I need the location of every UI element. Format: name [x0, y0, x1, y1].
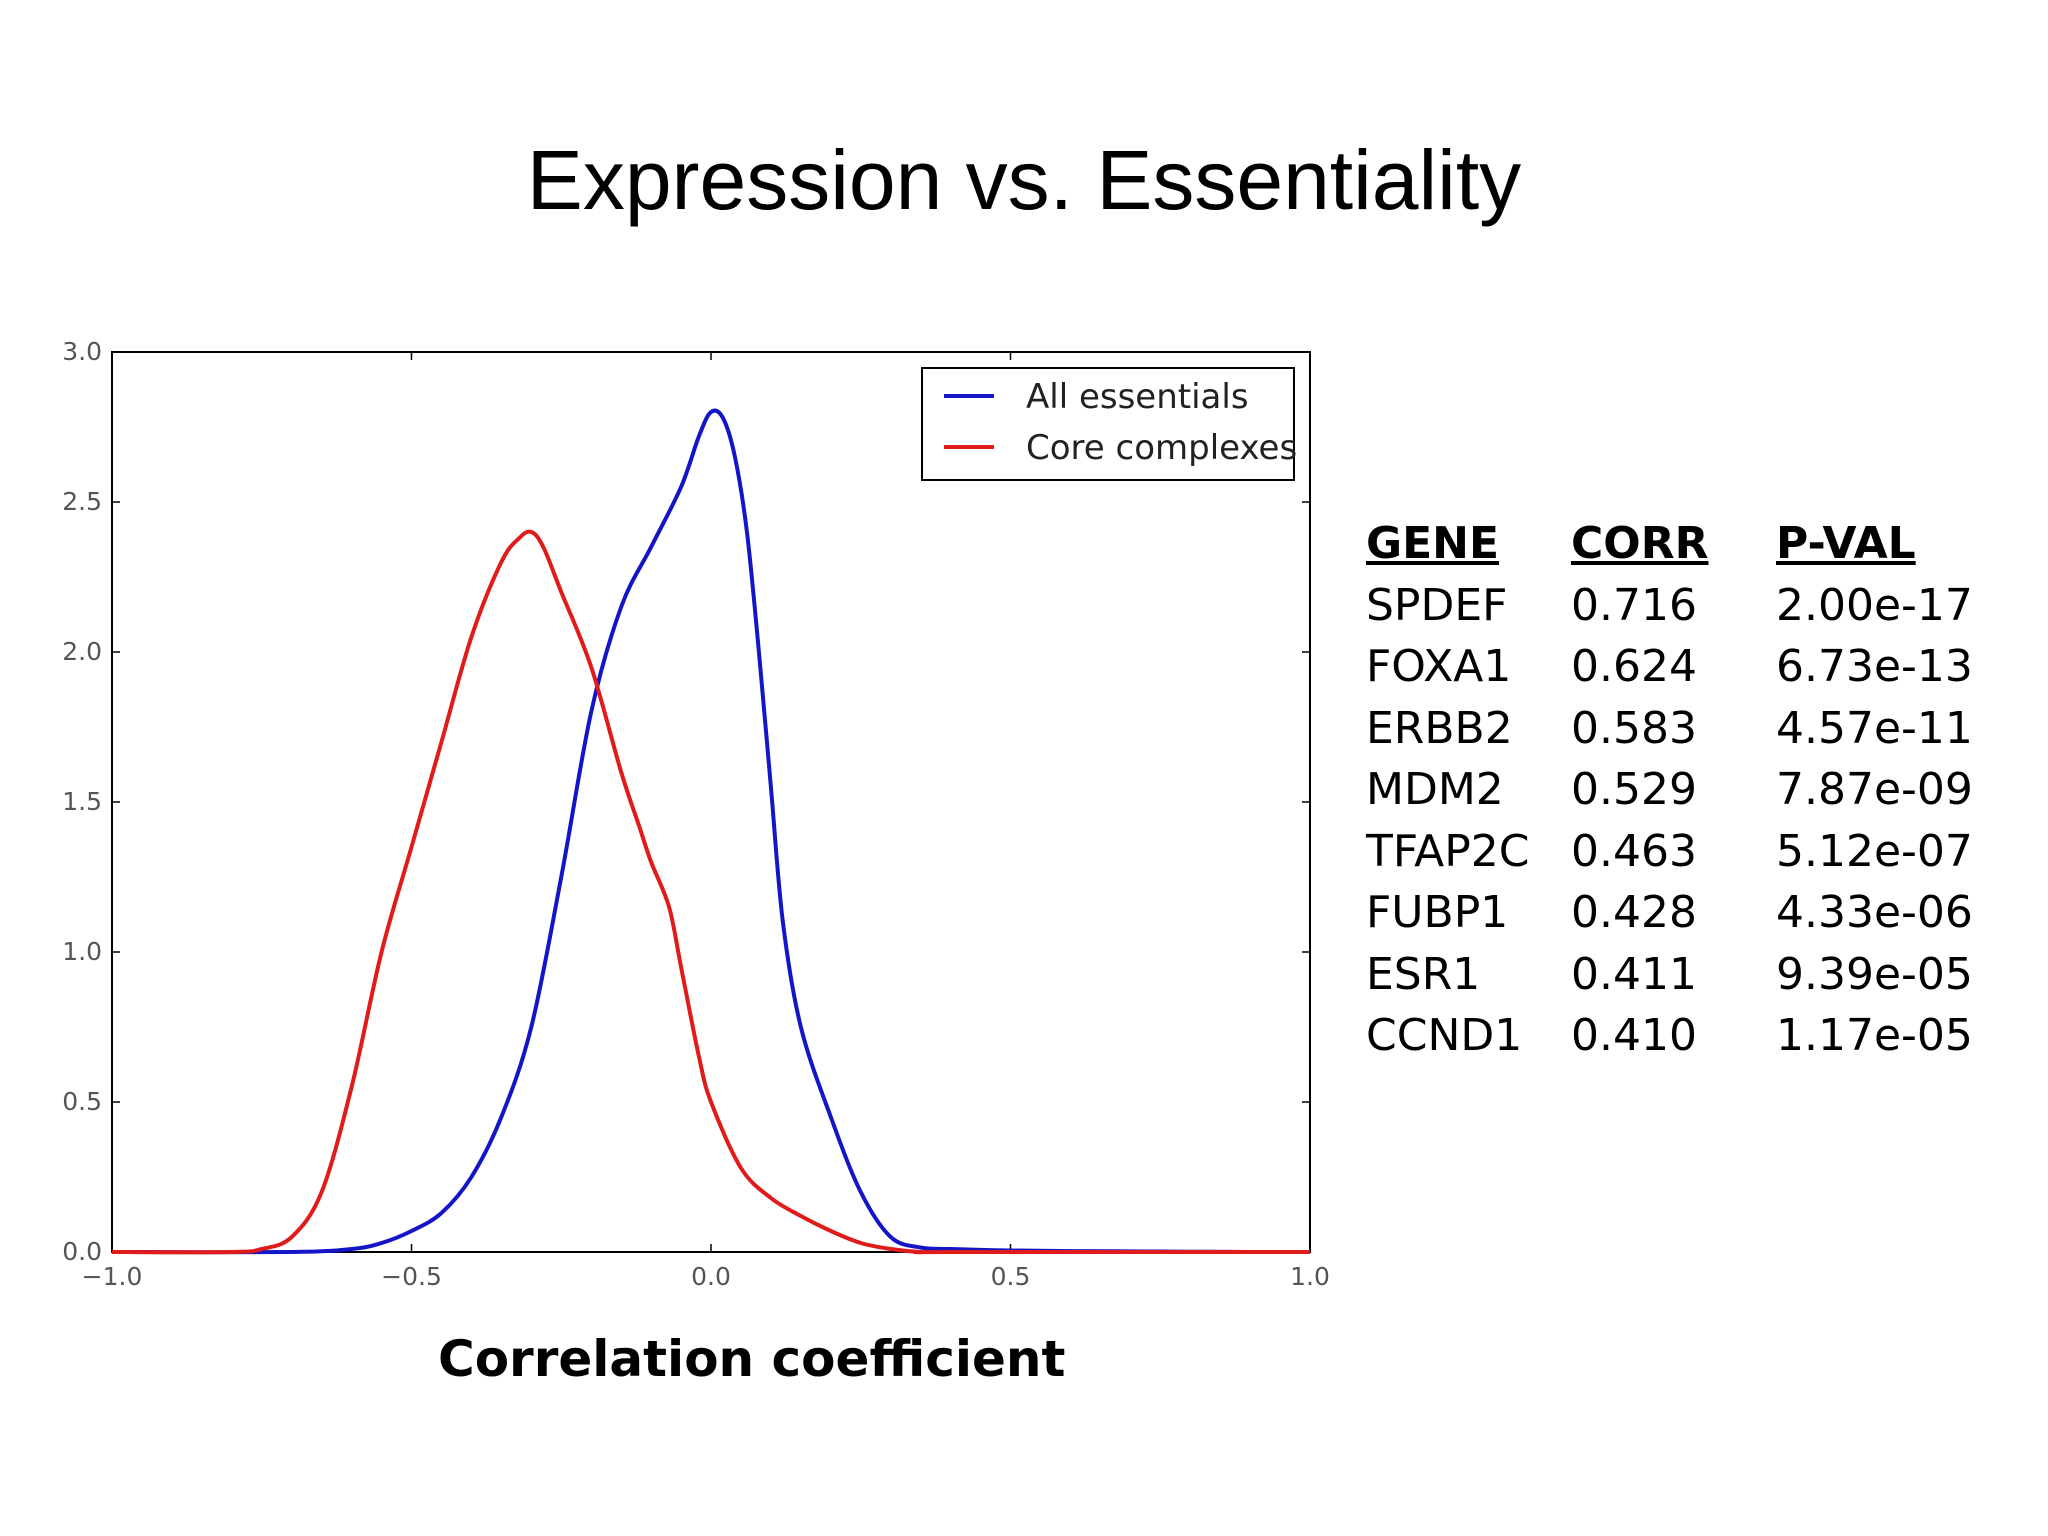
- legend-label-core-complexes: Core complexes: [1026, 428, 1297, 468]
- slide-title: Expression vs. Essentiality: [526, 133, 1522, 227]
- y-tick-label: 2.5: [62, 487, 102, 516]
- corr-cell: 0.583: [1571, 702, 1697, 754]
- x-tick-label: −0.5: [381, 1262, 442, 1291]
- corr-cell: 0.624: [1571, 641, 1697, 692]
- gene-cell: TFAP2C: [1366, 825, 1530, 877]
- pval-cell: 5.12e-07: [1776, 825, 1973, 877]
- pval-cell: 7.87e-09: [1776, 764, 1973, 815]
- y-tick-label: 1.0: [62, 937, 102, 966]
- series-line-core-complexes: [111, 529, 1310, 1255]
- y-tick-label: 1.5: [62, 787, 102, 816]
- table-row: FOXA1 0.624 6.73e-13: [1366, 636, 1976, 698]
- header-pval: P-VAL: [1776, 518, 1916, 569]
- gene-cell: FOXA1: [1366, 641, 1512, 692]
- pval-cell: 4.33e-06: [1776, 887, 1973, 938]
- table-row: ERBB2 0.583 4.57e-11: [1366, 698, 1976, 760]
- corr-cell: 0.410: [1571, 1010, 1697, 1061]
- corr-cell: 0.463: [1571, 825, 1697, 877]
- corr-cell: 0.716: [1571, 579, 1697, 631]
- gene-cell: ESR1: [1366, 948, 1481, 1000]
- gene-cell: CCND1: [1366, 1010, 1523, 1061]
- table-row: SPDEF 0.716 2.00e-17: [1366, 575, 1976, 637]
- y-tick-label: 0.0: [62, 1237, 102, 1266]
- y-tick-label: 3.0: [62, 337, 102, 366]
- series-line-all-essentials: [111, 408, 1311, 1255]
- corr-cell: 0.428: [1571, 887, 1697, 938]
- gene-cell: FUBP1: [1366, 887, 1509, 938]
- pval-cell: 6.73e-13: [1776, 641, 1973, 692]
- gene-correlation-table: GENE CORR P-VAL SPDEF 0.716 2.00e-17 FOXA1 0…: [1366, 513, 1976, 1067]
- gene-cell: SPDEF: [1366, 579, 1508, 631]
- y-tick-label: 0.5: [62, 1087, 102, 1116]
- x-tick-label: 0.5: [991, 1262, 1031, 1291]
- plot-frame: [111, 351, 1311, 1253]
- legend-label-all-essentials: All essentials: [1026, 377, 1249, 417]
- table-row: ESR1 0.411 9.39e-05: [1366, 944, 1976, 1006]
- y-tick-label: 2.0: [62, 637, 102, 666]
- table-row: FUBP1 0.428 4.33e-06: [1366, 882, 1976, 944]
- gene-cell: MDM2: [1366, 764, 1504, 815]
- pval-cell: 4.57e-11: [1776, 702, 1973, 754]
- table-row: CCND1 0.410 1.17e-05: [1366, 1005, 1976, 1067]
- gene-cell: ERBB2: [1366, 702, 1513, 754]
- x-tick-label: 0.0: [691, 1262, 731, 1291]
- pval-cell: 9.39e-05: [1776, 948, 1973, 1000]
- x-tick-label: 1.0: [1290, 1262, 1330, 1291]
- pval-cell: 1.17e-05: [1776, 1010, 1973, 1061]
- pval-cell: 2.00e-17: [1776, 579, 1973, 631]
- table-row: MDM2 0.529 7.87e-09: [1366, 759, 1976, 821]
- header-gene: GENE: [1366, 518, 1500, 569]
- table-header-row: GENE CORR P-VAL: [1366, 513, 1976, 575]
- header-corr: CORR: [1571, 518, 1709, 569]
- table-row: TFAP2C 0.463 5.12e-07: [1366, 821, 1976, 883]
- x-tick-label: −1.0: [82, 1262, 143, 1291]
- corr-cell: 0.411: [1571, 948, 1697, 1000]
- plot-area: −1.0 −0.5 0.0 0.5 1.0 0.0 0.5 1.0 1.5 2.0 2.5 3.0 Al…: [62, 337, 1330, 1291]
- x-axis-caption: Correlation coefficient: [438, 1330, 1066, 1388]
- corr-cell: 0.529: [1571, 764, 1697, 815]
- legend-box: [921, 367, 1295, 481]
